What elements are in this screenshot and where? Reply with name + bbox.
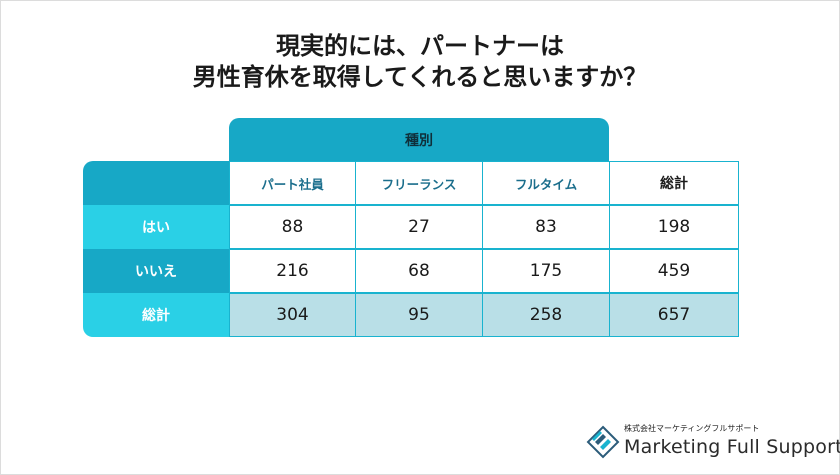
table-cell: 175	[482, 249, 610, 293]
column-header-total: 総計	[609, 161, 739, 205]
table-cell: 88	[229, 205, 356, 249]
table-cell: 657	[609, 293, 739, 337]
table-cell: 198	[609, 205, 739, 249]
column-header-part-time: パート社員	[229, 161, 356, 205]
logo-company-name: 株式会社マーケティングフルサポート	[624, 424, 760, 433]
table-cell: 304	[229, 293, 356, 337]
table-cell: 68	[355, 249, 483, 293]
table-cell: 27	[355, 205, 483, 249]
column-header-full-time: フルタイム	[482, 161, 610, 205]
row-header-total: 総計	[83, 293, 229, 337]
company-logo: 株式会社マーケティングフルサポート Marketing Full Support	[586, 419, 840, 463]
table-cell: 95	[355, 293, 483, 337]
row-header-yes: はい	[83, 205, 229, 249]
table-corner	[83, 161, 229, 205]
table-cell: 258	[482, 293, 610, 337]
crosstab-table: 種別 パート社員 フリーランス フルタイム 総計 はい 88 27 83 198…	[83, 118, 739, 337]
logo-mark-icon	[586, 425, 620, 459]
table-cell: 216	[229, 249, 356, 293]
row-header-no: いいえ	[83, 249, 229, 293]
table-cell: 459	[609, 249, 739, 293]
group-header: 種別	[229, 118, 609, 161]
title-line-1: 現実的には、パートナーは	[276, 32, 564, 60]
table-cell: 83	[482, 205, 610, 249]
title-line-2: 男性育休を取得してくれると思いますか？	[192, 63, 648, 91]
logo-brand-name: Marketing Full Support	[624, 436, 840, 458]
page-title: 現実的には、パートナーは 男性育休を取得してくれると思いますか？	[1, 31, 839, 93]
column-header-freelance: フリーランス	[355, 161, 483, 205]
